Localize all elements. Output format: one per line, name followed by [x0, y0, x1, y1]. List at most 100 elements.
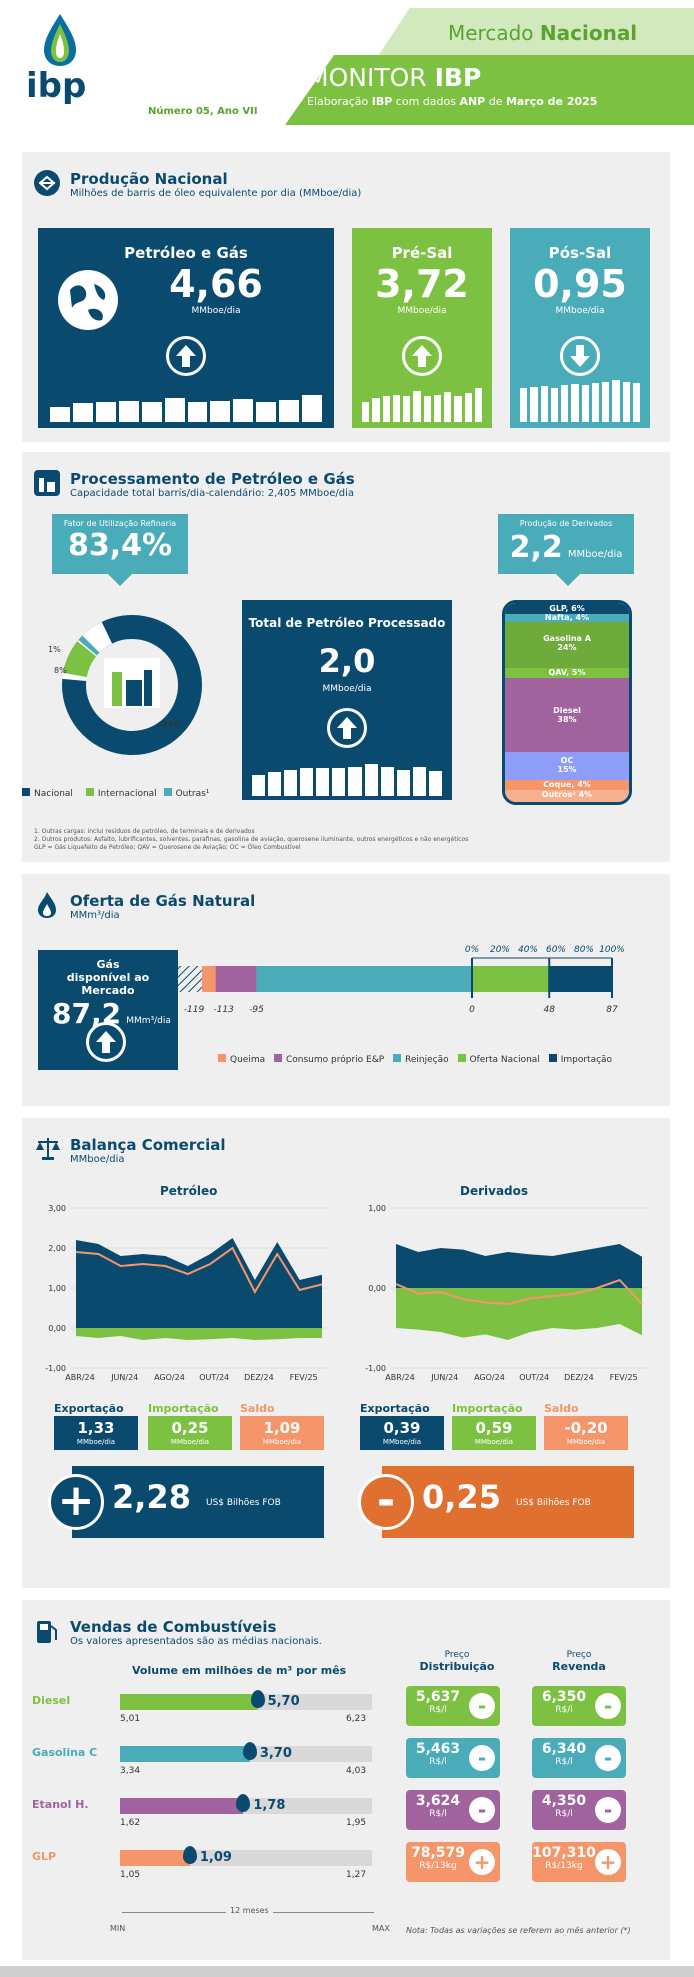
gas-reinjecao: [256, 966, 472, 992]
refinery-icon: [34, 470, 60, 496]
mini-bar: [252, 775, 266, 796]
fuel-name: GLP: [32, 1850, 57, 1863]
sub-c: com dados: [392, 95, 460, 108]
price-unit: R$/l: [429, 1705, 447, 1715]
unit: MMboe/dia: [76, 1438, 116, 1446]
tile-total-processado: Total de Petróleo Processado 2,0 MMboe/d…: [242, 600, 452, 800]
price-value: 3,624: [415, 1793, 461, 1809]
section-processamento: Processamento de Petróleo e Gás Capacida…: [22, 452, 670, 862]
fuel-fill: [120, 1798, 244, 1814]
mini-bar: [571, 384, 579, 422]
fuel-max: 4,03: [346, 1766, 367, 1776]
y-tick: 0,00: [368, 1284, 386, 1293]
title-a: MONITOR: [307, 63, 435, 92]
mini-bar: [520, 387, 528, 422]
y-tick: -1,00: [365, 1364, 386, 1373]
drop-icon: [182, 1846, 197, 1864]
derivados-unit: MMboe/dia: [567, 549, 623, 560]
barrel-outros: Outros² 4%: [505, 790, 629, 802]
legend-queima: Queima: [230, 1055, 266, 1065]
legend-internacional: Internacional: [97, 789, 157, 799]
barrel-oc-pct: 15%: [557, 765, 577, 774]
fuel-value: 5,70: [267, 1694, 300, 1709]
plus-icon: +: [48, 1474, 104, 1530]
legend-swatch: [273, 1054, 282, 1062]
mini-bar: [550, 387, 558, 422]
col-rev-a: Preço: [566, 1650, 592, 1660]
gas-tick: -113: [213, 1005, 234, 1015]
gas-tick: 87: [606, 1005, 618, 1015]
title-b: IBP: [434, 63, 482, 92]
barrel-gasolina-label: Gasolina A: [543, 634, 591, 643]
mini-bar: [413, 391, 421, 422]
fuel-pump-icon: [34, 1618, 60, 1650]
price-value: 107,310: [532, 1845, 596, 1861]
minus-icon: -: [469, 1745, 495, 1771]
gas-pct-tick: 80%: [574, 945, 594, 955]
mini-bar: [118, 400, 139, 422]
fuel-max: 1,95: [346, 1818, 367, 1828]
x-tick: ABR/24: [385, 1373, 414, 1382]
x-tick: DEZ/24: [564, 1373, 594, 1382]
tile-unit: MMboe/dia: [397, 306, 447, 316]
gas-tick: 0: [469, 1005, 475, 1015]
plus-icon: +: [469, 1849, 495, 1875]
barrel-oc-label: OC: [560, 756, 574, 765]
mini-bar: [256, 401, 277, 422]
value: 0,25: [171, 1419, 209, 1437]
barrel-diesel-label: Diesel: [553, 706, 581, 715]
col-dist-b: Distribuição: [419, 1660, 495, 1673]
x-tick: FEV/25: [290, 1373, 318, 1382]
volume-title: Volume em milhões de m³ por mês: [132, 1664, 347, 1677]
fator-label: Fator de Utilização Refinaria: [63, 519, 177, 528]
scale-icon: [34, 1134, 62, 1166]
flame-icon: [36, 890, 58, 922]
globe-icon: [58, 270, 118, 330]
unit: MMboe/dia: [382, 1438, 422, 1446]
oil-drop-icon: [34, 170, 60, 196]
vendas-note: Nota: Todas as variações se referem ao m…: [406, 1926, 631, 1935]
y-tick: 0,00: [48, 1324, 66, 1333]
gas-hatch: [172, 966, 202, 992]
derivados-barrel: GLP, 6% Nafta, 4% Gasolina A 24% QAV, 5% …: [502, 600, 632, 805]
processamento-notes: 1. Outras cargas: inclui resíduos de pet…: [34, 828, 468, 852]
pet-imp-label: Importação: [148, 1402, 219, 1415]
fuel-fill: [120, 1850, 190, 1866]
y-tick: -1,00: [45, 1364, 66, 1373]
pet-total-box: + 2,28 US$ Bilhões FOB: [48, 1466, 324, 1538]
saldo-line: [75, 1246, 323, 1295]
edition-label: Número 05, Ano VII: [148, 106, 258, 117]
mini-bar: [433, 394, 441, 422]
gas-pct-tick: 100%: [599, 945, 625, 955]
derivados-label: Produção de Derivados: [519, 519, 613, 528]
minus-icon: -: [469, 1797, 495, 1823]
donut-label-out: 1%: [48, 645, 61, 654]
trend-up-icon: [86, 1022, 126, 1062]
tile-bars: [50, 388, 323, 422]
mini-bar: [300, 768, 314, 796]
x-tick: JUN/24: [430, 1373, 458, 1382]
gas-tick: -119: [184, 1005, 205, 1015]
export-area: [396, 1244, 642, 1288]
mini-bar: [284, 769, 298, 796]
mini-bar: [622, 381, 630, 422]
gas-consumo: [215, 966, 257, 992]
mini-bar: [279, 399, 300, 422]
price-unit: R$/13kg: [419, 1861, 457, 1871]
x-tick: DEZ/24: [244, 1373, 274, 1382]
tile-value: 4,66: [169, 262, 263, 306]
gas-box: Gás disponível ao Mercado 87,2 MMm³/dia: [38, 950, 178, 1070]
tile-bars: [362, 378, 482, 422]
legend-swatch: [218, 1054, 226, 1062]
minus-icon: -: [595, 1693, 621, 1719]
saldo-line: [395, 1278, 643, 1306]
price-distribuicao: 78,579 R$/13kg +: [406, 1842, 500, 1882]
mini-bar: [233, 398, 254, 422]
pet-exp-label: Exportação: [54, 1402, 124, 1415]
barrel-diesel-pct: 38%: [557, 715, 577, 724]
fator-box: Fator de Utilização Refinaria 83,4%: [52, 514, 188, 574]
sub-b: IBP: [371, 95, 393, 108]
legend-nacional: Nacional: [34, 789, 73, 799]
der-total-unit: US$ Bilhões FOB: [516, 1498, 591, 1508]
gas-tick: 48: [544, 1005, 556, 1015]
